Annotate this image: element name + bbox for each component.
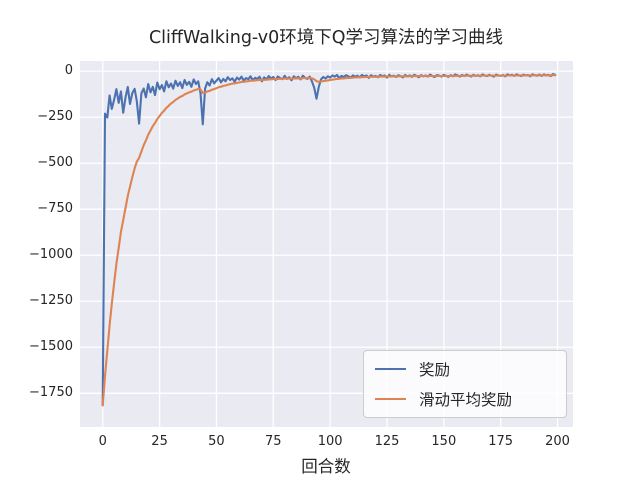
y-tick-label: 0: [64, 63, 73, 79]
legend-label-moving-average: 滑动平均奖励: [419, 391, 513, 409]
y-tick-label: −500: [37, 155, 73, 171]
y-tick-label: −1000: [29, 247, 73, 263]
x-tick-label: 175: [488, 434, 514, 449]
x-tick-label: 25: [151, 434, 168, 449]
legend-label-reward: 奖励: [419, 361, 451, 379]
y-tick-label: −750: [37, 201, 73, 217]
x-axis-label: 回合数: [301, 457, 351, 476]
legend: 奖励 滑动平均奖励: [363, 350, 567, 418]
x-tick-label: 125: [374, 434, 400, 449]
y-tick-label: −1500: [29, 339, 73, 355]
moving-average-line-swatch: [375, 397, 406, 401]
x-tick-label: 150: [431, 434, 457, 449]
legend-entry-moving-average: 滑动平均奖励: [364, 384, 566, 414]
x-tick-label: 75: [265, 434, 282, 449]
x-tick-label: 100: [317, 434, 343, 449]
moving-average-line: [101, 74, 557, 407]
legend-entry-reward: 奖励: [364, 354, 566, 384]
reward-line-swatch: [375, 367, 406, 371]
x-tick-label: 200: [545, 434, 570, 449]
x-tick-label: 50: [208, 434, 225, 449]
y-tick-label: −250: [37, 109, 73, 125]
y-tick-label: −1750: [29, 385, 73, 401]
chart-title: CliffWalking-v0环境下Q学习算法的学习曲线: [148, 28, 504, 48]
y-tick-label: −1250: [29, 293, 73, 309]
x-tick-label: 0: [98, 434, 107, 449]
